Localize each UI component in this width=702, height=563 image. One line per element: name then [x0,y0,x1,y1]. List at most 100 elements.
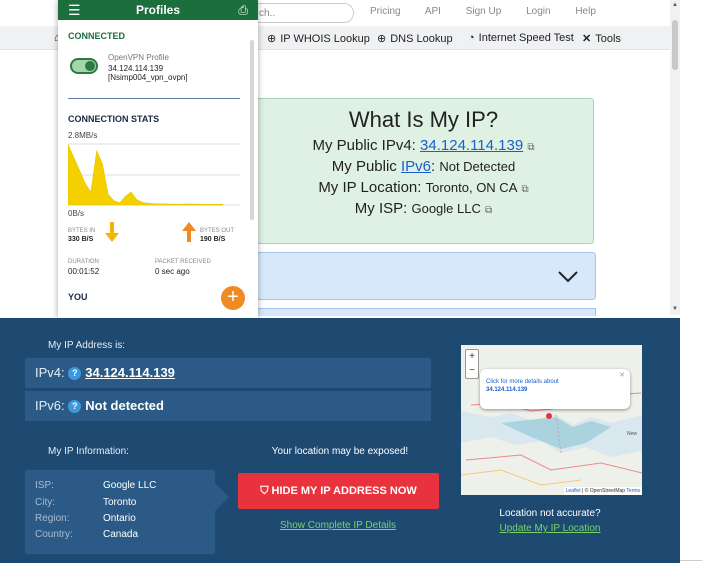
scroll-down-icon[interactable]: ▼ [672,306,678,312]
ipv6-row: IPv6: ? Not detected [25,391,431,421]
nav-tools[interactable]: ✕ Tools [582,32,621,45]
popup-ip[interactable]: 34.124.114.139 [486,387,528,393]
copy-icon[interactable]: ⧉ [485,205,493,216]
api-link[interactable]: API [424,6,441,17]
hamburger-menu-icon[interactable]: ☰ [68,2,81,18]
map-zoom-control[interactable]: + − [465,349,479,379]
ipv4-prefix: IPv4: [35,365,65,380]
window-edge-line [680,560,702,561]
top-links: Pricing API Sign Up Login Help [370,6,618,17]
login-link[interactable]: Login [526,6,551,17]
ipv4-link[interactable]: 34.124.114.139 [420,137,524,154]
ipv6-value: Not Detected [439,159,516,174]
not-accurate-text: Location not accurate? [499,508,601,519]
profile-name: OpenVPN Profile [108,53,169,62]
isp-label: My ISP: [354,200,408,217]
country-key: Country: [35,529,73,540]
popup-text: Click for more details about [486,379,559,385]
tools-icon: ✕ [582,33,592,45]
isp-value: Google LLC [411,201,481,216]
rate-min-label: 0B/s [68,209,85,218]
help-icon[interactable]: ? [68,400,82,414]
website-area: ch.. Pricing API Sign Up Login Help ⌂ ⊕I… [0,3,670,316]
bytes-in-value: 330 B/S [68,236,94,243]
add-button[interactable]: + [221,286,245,310]
nav-ip-whois[interactable]: ⊕ IP WHOIS Lookup [267,32,370,45]
nav-home[interactable]: ⌂ [54,32,65,44]
close-icon[interactable]: ✕ [619,372,625,379]
arrow-up-icon [182,222,196,242]
map-attribution: Leaflet | © OpenStreetMap Terms [563,487,642,495]
signup-link[interactable]: Sign Up [465,6,502,17]
traffic-chart [68,143,240,206]
nav-label: IP WHOIS Lookup [280,33,370,45]
connection-status: CONNECTED [68,31,126,41]
rate-max-label: 2.8MB/s [68,131,98,140]
profile-id: [Nsimp004_vpn_ovpn] [108,73,188,82]
hide-ip-label: HIDE MY IP ADDRESS NOW [271,485,417,497]
map-popup[interactable]: ✕ Click for more details about 34.124.11… [480,369,630,409]
ip-address-section: My IP Address is: IPv4: ? 34.124.114.139 … [0,318,680,563]
arrow-down-icon [105,222,119,242]
globe-icon: ⊕ [267,33,277,45]
scroll-up-icon[interactable]: ▲ [672,2,678,8]
show-details-link[interactable]: Show Complete IP Details [280,520,396,531]
ipv6-row: My Public IPv6: Not Detected [254,158,593,175]
page-scrollbar-thumb[interactable] [672,20,678,70]
bytes-in-label: BYTES IN [68,228,96,234]
pricing-link[interactable]: Pricing [370,6,401,17]
page-scrollbar[interactable] [670,0,680,315]
home-icon: ⌂ [54,32,61,44]
map-place-label: New [627,431,638,437]
search-input[interactable]: ch.. [250,3,354,23]
location-map[interactable]: + − ✕ Click for more details about 34.124… [461,345,642,495]
help-icon[interactable]: ? [68,367,82,381]
connection-stats-title: CONNECTION STATS [68,114,160,124]
map-tiles [461,345,642,495]
vpn-panel: ☰ Profiles ⎙ CONNECTED OpenVPN Profile 3… [58,0,258,318]
nav-label: Internet Speed Test [478,32,574,44]
city-value: Toronto [103,497,137,508]
shield-icon: ⛉ [260,485,272,497]
what-is-my-ip-card: What Is My IP? My Public IPv4: 34.124.11… [253,98,594,244]
ip-info-box: ISP: Google LLC City: Toronto Region: On… [25,470,215,554]
chevron-down-icon[interactable] [557,265,579,287]
nav-dns-lookup[interactable]: ⊕ DNS Lookup [377,32,453,45]
isp-key: ISP: [35,480,54,491]
profile-ip: 34.124.114.139 [108,64,164,73]
leaflet-link[interactable]: Leaflet [565,488,581,494]
duration-label: DURATION [68,259,99,265]
ipv4-row: My Public IPv4: 34.124.114.139 ⧉ [254,137,593,154]
location-marker [546,413,552,419]
update-location-link[interactable]: Update My IP Location [499,523,601,534]
bytes-out-label: BYTES OUT [200,228,235,234]
packet-value: 0 sec ago [155,267,190,276]
vpn-toggle[interactable] [70,58,98,74]
ipv4-link[interactable]: 34.124.114.139 [85,365,175,380]
hide-ip-button[interactable]: ⛉ HIDE MY IP ADDRESS NOW [238,473,439,509]
accordion-card[interactable] [253,252,596,300]
city-key: City: [35,497,55,508]
vpn-scrollbar[interactable] [250,40,254,220]
location-value: Toronto, ON CA [425,180,518,195]
duration-value: 00:01:52 [68,267,100,276]
copy-icon[interactable]: ⧉ [527,142,535,153]
you-section-title: YOU [68,292,88,302]
nav-label: DNS Lookup [390,33,453,45]
ip-info-label: My IP Information: [48,446,129,457]
vpn-title: Profiles [135,3,180,17]
nav-speed-test[interactable]: ◔ Internet Speed Test [468,32,574,44]
terms-link[interactable]: Terms [626,488,640,494]
ipv4-label: My Public IPv4: [312,137,416,154]
dns-icon: ⊕ [377,33,387,45]
divider [68,98,240,99]
ipv6-link[interactable]: IPv6 [400,158,431,175]
copy-icon[interactable]: ⧉ [521,184,529,195]
document-icon[interactable]: ⎙ [238,3,248,17]
window-edge [680,0,702,563]
ipv6-colon: : [430,158,436,175]
accordion-card-2[interactable] [253,308,596,316]
osm-attribution: | © OpenStreetMap [582,488,626,494]
toggle-knob [85,61,95,71]
help-link[interactable]: Help [575,6,596,17]
